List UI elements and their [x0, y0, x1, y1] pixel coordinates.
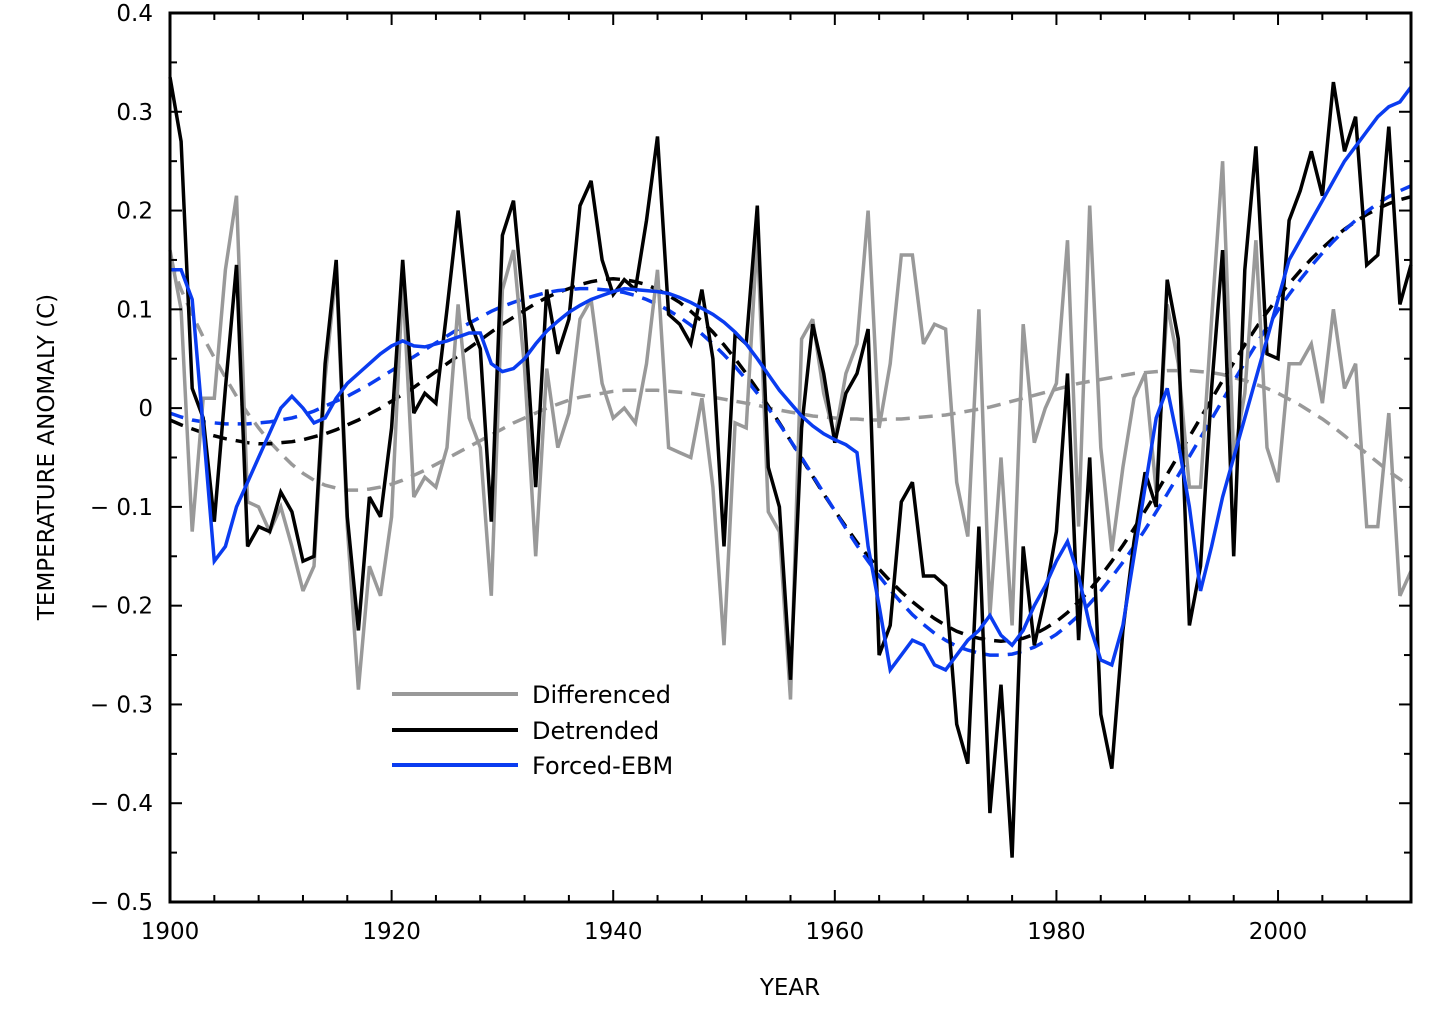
y-tick-label: − 0.5 [90, 890, 153, 916]
y-tick-label: − 0.2 [90, 594, 153, 620]
tick-label-layer: 1900 1920 1940 1960 1980 2000 0.4 0.3 0.2 0.1 0 − 0… [90, 1, 1307, 945]
legend-label-detrended: Detrended [532, 717, 659, 745]
x-axis-title: YEAR [759, 975, 820, 1001]
series-line-detrended [168, 76, 1413, 858]
series-layer [168, 76, 1413, 858]
y-tick-label: 0.2 [116, 199, 153, 225]
x-tick-label: 1960 [806, 919, 865, 945]
series-line-differenced [168, 161, 1413, 700]
y-tick-label: 0.3 [116, 100, 153, 126]
axes-layer [168, 11, 1413, 904]
x-tick-label: 1980 [1027, 919, 1086, 945]
y-tick-label: 0 [138, 396, 153, 422]
legend-label-forced-ebm: Forced-EBM [532, 752, 673, 780]
series-line-differenced-smoothed [168, 259, 1413, 492]
y-tick-label: − 0.3 [90, 692, 153, 718]
y-tick-label: − 0.4 [90, 791, 153, 817]
x-tick-label: 1940 [584, 919, 643, 945]
legend: Differenced Detrended Forced-EBM [392, 681, 673, 780]
legend-label-differenced: Differenced [532, 681, 671, 709]
x-tick-label: 2000 [1249, 919, 1308, 945]
x-tick-label: 1900 [141, 919, 200, 945]
y-tick-label: 0.4 [116, 1, 153, 27]
x-tick-label: 1920 [362, 919, 421, 945]
series-line-forced-ebm [170, 86, 1413, 675]
y-tick-label: − 0.1 [90, 495, 153, 521]
y-tick-label: 0.1 [116, 297, 153, 323]
y-axis-title: TEMPERATURE ANOMALY (C) [34, 294, 60, 621]
